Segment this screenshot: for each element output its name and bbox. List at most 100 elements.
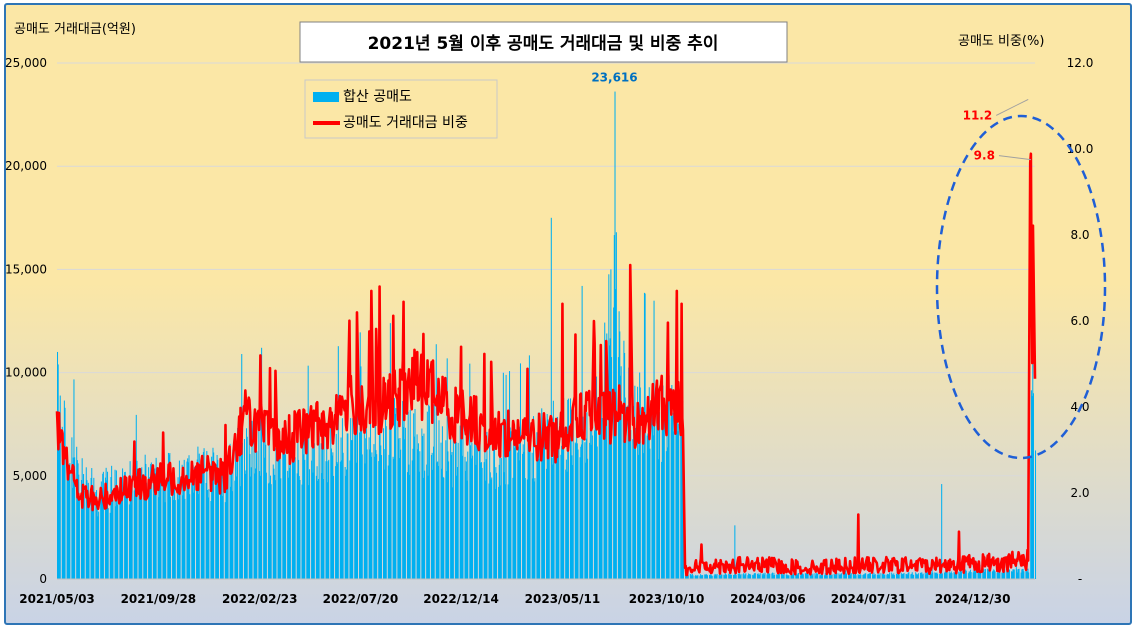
bar-mark — [945, 567, 947, 579]
bar-mark — [241, 442, 243, 579]
bar-mark — [959, 569, 961, 579]
bar-mark — [528, 355, 530, 579]
bar-mark — [244, 470, 246, 579]
bar-mark — [413, 436, 415, 579]
bar-mark — [302, 454, 304, 579]
bar-mark — [167, 476, 169, 579]
bar-mark — [178, 460, 180, 579]
bar-mark — [330, 428, 332, 579]
bar-mark — [81, 458, 83, 579]
bar-mark — [489, 472, 491, 579]
bar-mark — [163, 462, 165, 579]
bar-mark — [375, 450, 377, 579]
bar-mark — [1012, 569, 1014, 579]
bar-mark — [587, 458, 589, 579]
bar-mark — [298, 459, 300, 579]
bar-mark — [725, 574, 727, 579]
bar-mark — [317, 480, 319, 579]
bar-mark — [136, 460, 138, 579]
bar-mark — [877, 572, 879, 579]
bar-mark — [667, 447, 669, 579]
bar-mark — [437, 461, 439, 579]
bar-mark — [128, 504, 130, 579]
bar-mark — [790, 574, 792, 579]
bar-mark — [759, 574, 761, 579]
bar-mark — [635, 427, 637, 579]
bar-mark — [225, 487, 227, 579]
bar-mark — [563, 398, 565, 579]
bar-mark — [220, 470, 222, 579]
bar-mark — [720, 574, 722, 579]
bar-mark — [63, 400, 65, 579]
bar-mark — [365, 416, 367, 579]
bar-mark — [183, 459, 185, 579]
bar-mark — [459, 425, 461, 579]
bar-mark — [182, 495, 184, 579]
bar-mark — [742, 574, 744, 579]
bar-mark — [364, 463, 366, 579]
bar-mark — [141, 467, 143, 579]
bar-mark — [135, 470, 137, 579]
bar-mark — [1023, 571, 1025, 579]
y-right-tick-label: 8.0 — [1070, 228, 1089, 242]
bar-mark — [349, 460, 351, 579]
bar-mark — [110, 477, 112, 579]
bar-mark — [754, 573, 756, 579]
bar-mark — [313, 443, 315, 579]
bar-mark — [839, 574, 841, 579]
bar-mark — [787, 575, 789, 579]
bar-mark — [874, 574, 876, 579]
y-left-tick-label: 10,000 — [5, 366, 47, 380]
bar-mark — [107, 508, 109, 579]
bar-mark — [987, 569, 989, 579]
bar-mark — [833, 573, 835, 579]
bar-mark — [829, 574, 831, 579]
bar-mark — [517, 446, 519, 579]
bar-mark — [456, 475, 458, 579]
x-tick-label: 2022/12/14 — [423, 592, 499, 606]
bar-mark — [599, 364, 601, 579]
bar-mark — [352, 418, 354, 579]
bar-mark — [795, 574, 797, 579]
bar-mark — [184, 498, 186, 579]
bar-mark — [955, 570, 957, 579]
bar-mark — [735, 574, 737, 579]
bar-mark — [814, 573, 816, 579]
bar-mark — [397, 396, 399, 579]
bar-mark — [450, 428, 452, 579]
bar-mark — [413, 413, 415, 579]
bar-mark — [721, 574, 723, 579]
bar-mark — [379, 433, 381, 579]
bar-mark — [975, 564, 977, 579]
bar-mark — [158, 497, 160, 579]
bar-mark — [475, 464, 477, 579]
bar-mark — [911, 572, 913, 579]
bar-mark — [164, 502, 166, 579]
bar-mark — [591, 435, 593, 579]
bar-mark — [714, 573, 716, 579]
bar-mark — [211, 456, 213, 579]
bar-mark — [153, 494, 155, 579]
bar-mark — [76, 460, 78, 579]
bar-mark — [705, 573, 707, 579]
bar-mark — [632, 439, 634, 579]
bar-mark — [259, 471, 261, 579]
bar-mark — [216, 455, 218, 579]
bar-mark — [826, 574, 828, 579]
bar-mark — [260, 417, 262, 579]
bar-mark — [993, 569, 995, 579]
bar-mark — [950, 571, 952, 579]
bar-mark — [150, 462, 152, 579]
bar-mark — [275, 448, 277, 579]
bar-mark — [858, 575, 861, 579]
bar-mark — [591, 408, 593, 579]
bar-mark — [412, 448, 414, 579]
bar-mark — [356, 462, 358, 579]
bar-mark — [440, 442, 442, 579]
bar-mark — [694, 575, 696, 579]
bar-mark — [304, 459, 306, 579]
bar-mark — [565, 459, 567, 579]
bar-mark — [87, 489, 89, 579]
bar-mark — [106, 480, 108, 579]
bar-mark — [769, 573, 771, 579]
